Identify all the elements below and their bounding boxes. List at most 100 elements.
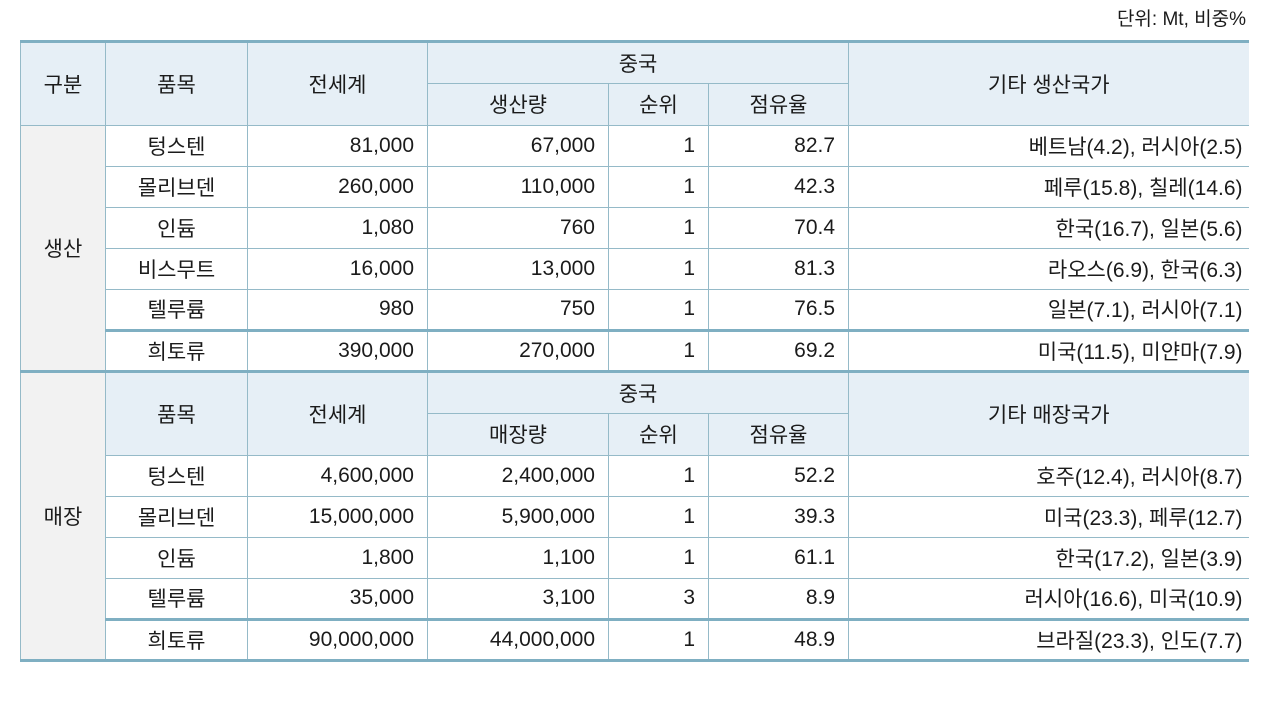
- reserves-header-row-2: 매장량 순위 점유율: [21, 412, 1249, 456]
- rank-cell: 3: [608, 577, 709, 620]
- item-header: 품목: [105, 40, 248, 126]
- other-countries-cell: 베트남(4.2), 러시아(2.5): [848, 124, 1249, 167]
- other-countries-cell: 러시아(16.6), 미국(10.9): [848, 577, 1249, 620]
- other-countries-cell: 페루(15.8), 칠레(14.6): [848, 165, 1249, 208]
- group-label-production: 생산: [20, 124, 106, 372]
- china-amount-cell: 3,100: [427, 577, 609, 620]
- world-cell: 1,800: [247, 536, 428, 579]
- table-row: 텔루륨 35,000 3,100 3 8.9 러시아(16.6), 미국(10.…: [21, 577, 1249, 620]
- other-countries-cell: 한국(16.7), 일본(5.6): [848, 206, 1249, 249]
- table-row: 몰리브덴 15,000,000 5,900,000 1 39.3 미국(23.3…: [21, 495, 1249, 538]
- china-header: 중국: [426, 40, 850, 84]
- world-cell: 390,000: [247, 328, 428, 372]
- china-amount-cell: 2,400,000: [427, 454, 609, 497]
- item-cell: 인듐: [105, 206, 248, 249]
- world-cell: 4,600,000: [247, 454, 428, 497]
- china-amount-cell: 750: [427, 288, 609, 331]
- rank-header: 순위: [608, 412, 709, 456]
- share-cell: 42.3: [707, 165, 850, 208]
- item-cell: 희토류: [105, 328, 248, 372]
- production-amount-header: 생산량: [427, 82, 609, 126]
- world-cell: 1,080: [247, 206, 428, 249]
- group-column-header: 구분: [20, 40, 106, 126]
- china-amount-cell: 5,900,000: [427, 495, 609, 538]
- world-cell: 260,000: [247, 165, 428, 208]
- rank-cell: 1: [608, 165, 709, 208]
- item-cell: 텅스텐: [105, 454, 248, 497]
- item-cell: 텅스텐: [105, 124, 248, 167]
- other-countries-cell: 미국(11.5), 미얀마(7.9): [848, 328, 1249, 372]
- rank-cell: 1: [608, 617, 709, 661]
- other-countries-cell: 일본(7.1), 러시아(7.1): [848, 288, 1249, 331]
- rank-cell: 1: [608, 495, 709, 538]
- world-cell: 35,000: [247, 577, 428, 620]
- world-cell: 16,000: [247, 247, 428, 290]
- table-row: 인듐 1,080 760 1 70.4 한국(16.7), 일본(5.6): [21, 206, 1249, 249]
- other-countries-cell: 한국(17.2), 일본(3.9): [848, 536, 1249, 579]
- world-cell: 980: [247, 288, 428, 331]
- china-amount-cell: 760: [427, 206, 609, 249]
- page-container: 단위: Mt, 비중% 구분 품목 전세계 중국 기타 생산국가 생산량 순위 …: [20, 9, 1249, 662]
- mineral-table: 구분 품목 전세계 중국 기타 생산국가 생산량 순위 점유율 생산 텅스텐 8…: [20, 39, 1249, 662]
- reserves-amount-header: 매장량: [427, 412, 609, 456]
- share-cell: 52.2: [707, 454, 850, 497]
- item-cell: 텔루륨: [105, 288, 248, 331]
- other-reserve-countries-header: 기타 매장국가: [848, 369, 1249, 456]
- item-cell: 몰리브덴: [105, 165, 248, 208]
- table-row: 텅스텐 4,600,000 2,400,000 1 52.2 호주(12.4),…: [21, 454, 1249, 497]
- reserves-header-row-1: 매장 품목 전세계 중국 기타 매장국가: [20, 369, 1249, 661]
- share-cell: 70.4: [707, 206, 850, 249]
- rank-cell: 1: [608, 328, 709, 372]
- other-countries-cell: 브라질(23.3), 인도(7.7): [848, 617, 1249, 661]
- other-countries-cell: 라오스(6.9), 한국(6.3): [848, 247, 1249, 290]
- share-cell: 39.3: [707, 495, 850, 538]
- china-header: 중국: [426, 369, 850, 414]
- share-header: 점유율: [707, 82, 849, 126]
- production-header-row-2: 생산량 순위 점유율: [21, 82, 1249, 126]
- rank-cell: 1: [608, 536, 709, 579]
- china-amount-cell: 13,000: [427, 247, 609, 290]
- item-cell: 희토류: [105, 617, 248, 661]
- world-cell: 90,000,000: [247, 617, 428, 661]
- share-cell: 69.2: [707, 328, 850, 372]
- table-row: 몰리브덴 260,000 110,000 1 42.3 페루(15.8), 칠레…: [21, 165, 1249, 208]
- china-amount-cell: 67,000: [427, 124, 609, 167]
- production-header-row-1: 구분 품목 전세계 중국 기타 생산국가: [20, 40, 1249, 126]
- world-cell: 81,000: [247, 124, 428, 167]
- share-cell: 8.9: [707, 577, 850, 620]
- world-cell: 15,000,000: [247, 495, 428, 538]
- unit-note: 단위: Mt, 비중%: [1116, 9, 1246, 30]
- item-cell: 텔루륨: [105, 577, 248, 620]
- china-amount-cell: 110,000: [427, 165, 609, 208]
- item-cell: 비스무트: [105, 247, 248, 290]
- share-cell: 81.3: [707, 247, 850, 290]
- table-row: 생산 텅스텐 81,000 67,000 1 82.7 베트남(4.2), 러시…: [20, 124, 1249, 372]
- share-cell: 61.1: [707, 536, 850, 579]
- rank-header: 순위: [608, 82, 709, 126]
- china-amount-cell: 270,000: [427, 328, 609, 372]
- china-amount-cell: 1,100: [427, 536, 609, 579]
- group-label-reserves: 매장: [20, 369, 106, 661]
- table-row-rare-earth: 희토류 390,000 270,000 1 69.2 미국(11.5), 미얀마…: [21, 328, 1249, 372]
- world-header: 전세계: [247, 369, 428, 456]
- other-countries-cell: 미국(23.3), 페루(12.7): [848, 495, 1249, 538]
- table-row-rare-earth: 희토류 90,000,000 44,000,000 1 48.9 브라질(23.…: [21, 617, 1249, 661]
- share-cell: 48.9: [707, 617, 850, 661]
- share-header: 점유율: [707, 412, 849, 456]
- item-header: 품목: [105, 369, 248, 456]
- china-amount-cell: 44,000,000: [427, 617, 609, 661]
- table-row: 텔루륨 980 750 1 76.5 일본(7.1), 러시아(7.1): [21, 288, 1249, 331]
- rank-cell: 1: [608, 288, 709, 331]
- rank-cell: 1: [608, 247, 709, 290]
- item-cell: 인듐: [105, 536, 248, 579]
- item-cell: 몰리브덴: [105, 495, 248, 538]
- rank-cell: 1: [608, 124, 709, 167]
- share-cell: 82.7: [707, 124, 850, 167]
- rank-cell: 1: [608, 454, 709, 497]
- share-cell: 76.5: [707, 288, 850, 331]
- other-countries-cell: 호주(12.4), 러시아(8.7): [848, 454, 1249, 497]
- other-producers-header: 기타 생산국가: [848, 40, 1249, 126]
- table-row: 비스무트 16,000 13,000 1 81.3 라오스(6.9), 한국(6…: [21, 247, 1249, 290]
- table-row: 인듐 1,800 1,100 1 61.1 한국(17.2), 일본(3.9): [21, 536, 1249, 579]
- rank-cell: 1: [608, 206, 709, 249]
